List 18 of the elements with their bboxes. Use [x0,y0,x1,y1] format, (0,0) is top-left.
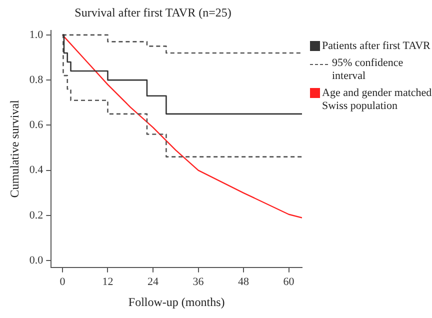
y-tick-label: 0.6 [29,119,44,132]
y-tick-label: 0.2 [29,209,44,222]
x-tick-label: 48 [238,276,250,288]
legend-label: Patients after first TAVR [322,40,430,53]
x-tick-label: 24 [148,276,159,288]
x-axis-title: Follow-up (months) [128,294,225,309]
y-tick-label: 0.8 [29,74,44,86]
y-tick-label: 0.0 [29,254,44,267]
chart-title: Survival after first TAVR (n=25) [74,5,232,20]
x-tick-label: 60 [283,276,295,288]
legend-label: 95% confidence interval [332,57,404,83]
y-tick-label: 1.0 [29,28,44,41]
y-axis-title: Cumulative survival [7,99,22,198]
x-tick-label: 36 [192,276,204,288]
x-tick-label: 12 [102,276,114,288]
x-tick-label: 0 [60,276,66,288]
legend-label: Age and gender matched Swiss population [322,87,432,113]
y-tick-label: 0.4 [29,164,44,176]
